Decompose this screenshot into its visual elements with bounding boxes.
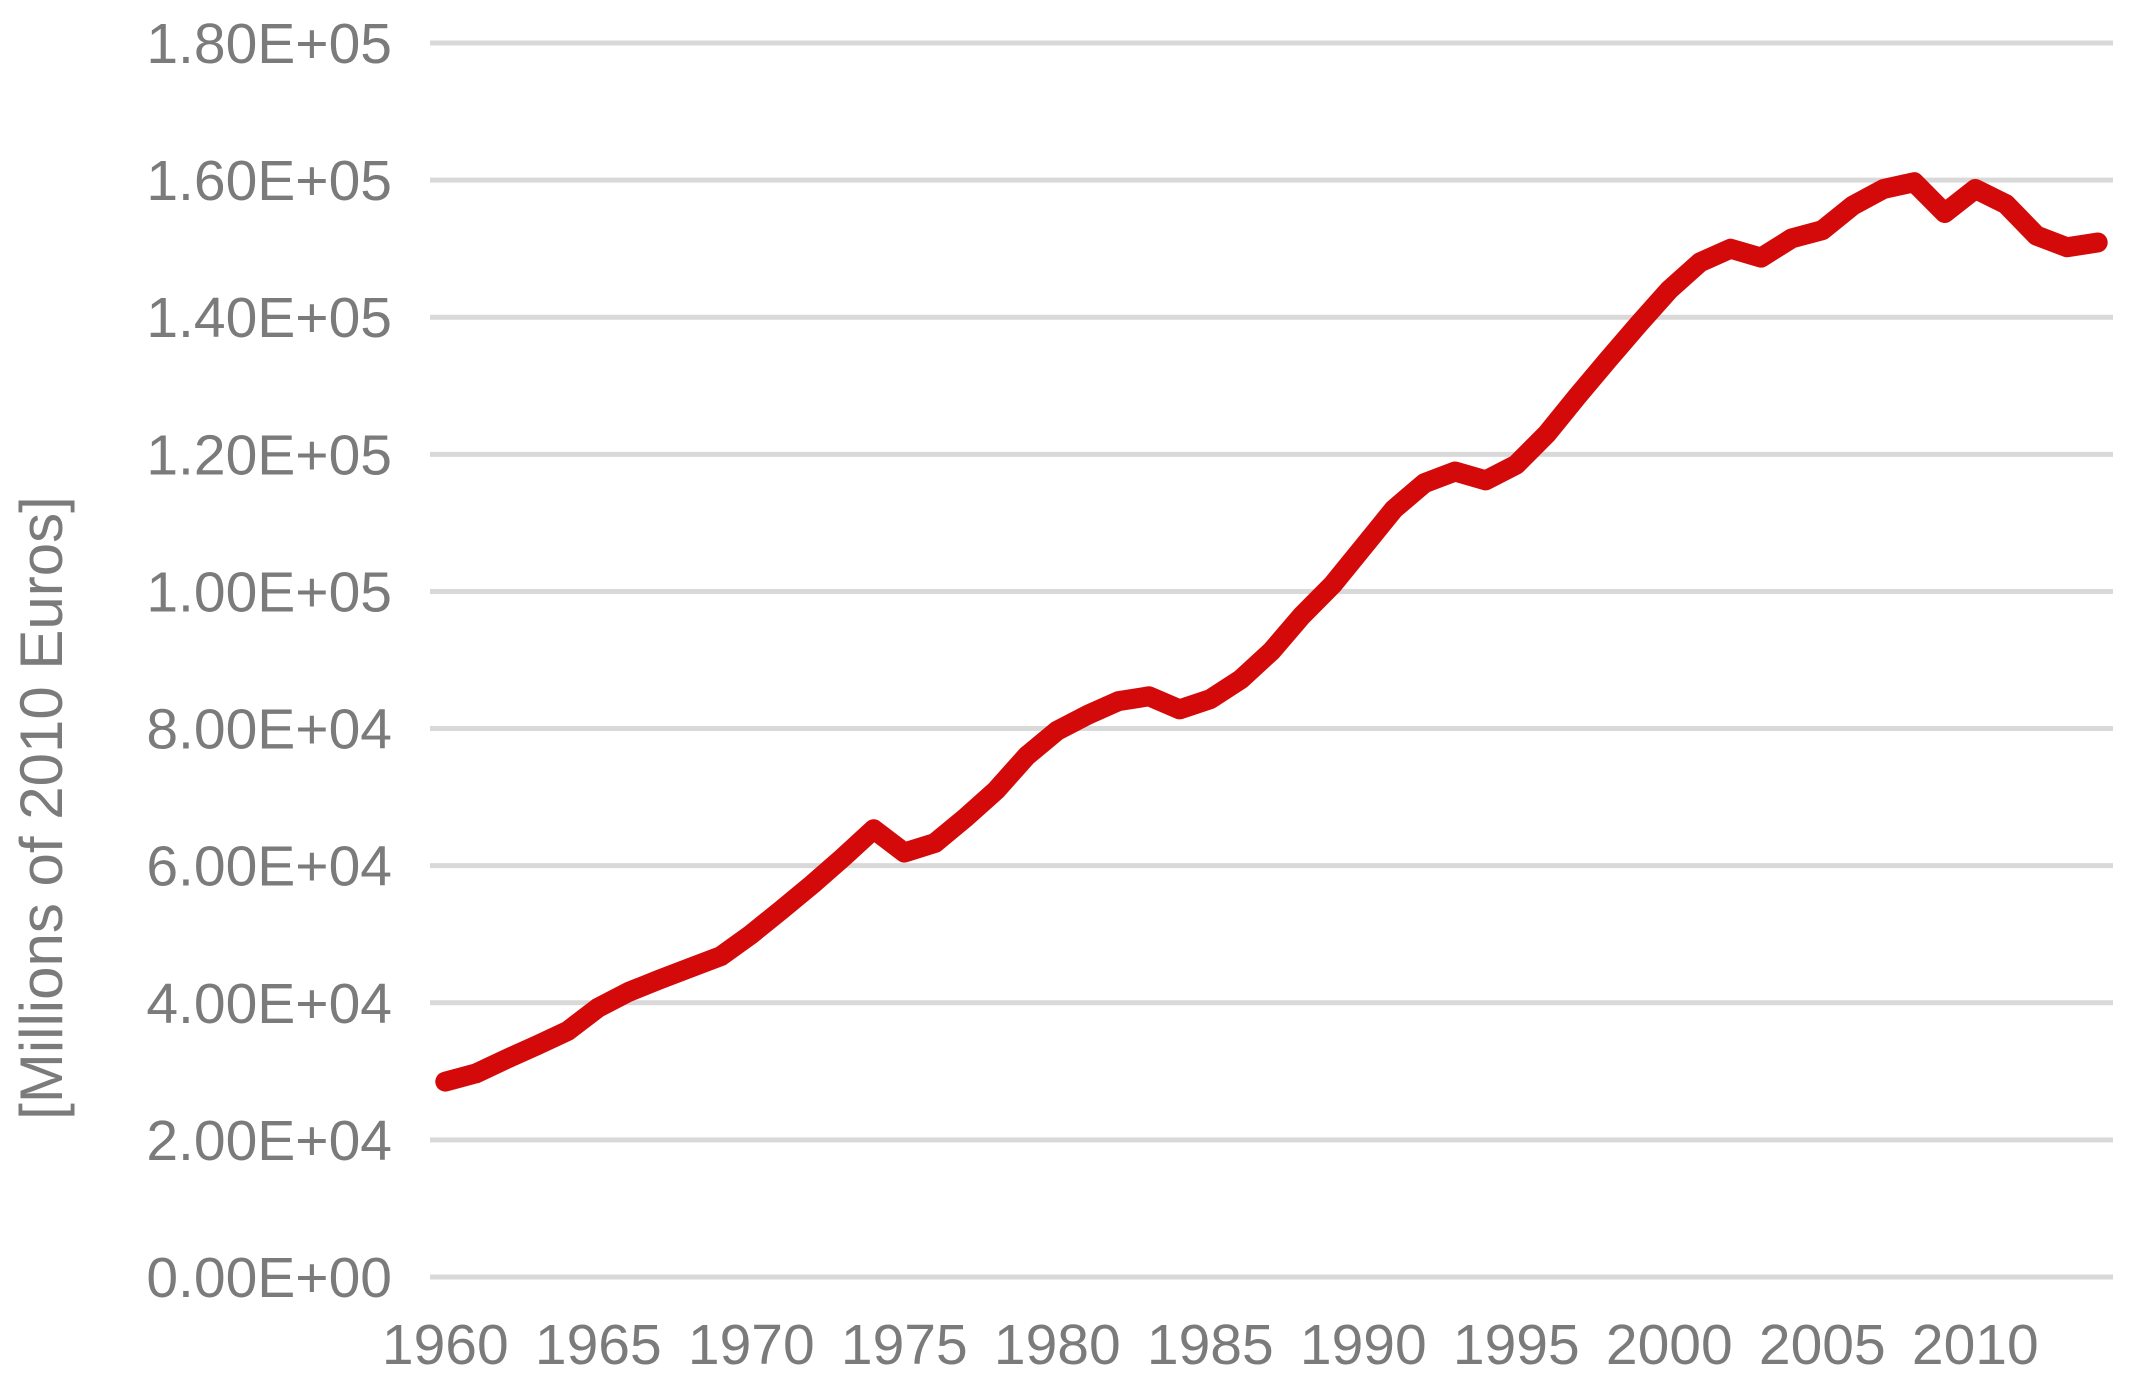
x-tick-label: 1970 [688, 1313, 815, 1377]
x-axis-tick-labels: 1960 1965 1970 1975 1980 1985 1990 1995 2000 2005… [382, 1313, 2039, 1377]
y-tick-label: 6.00E+04 [146, 835, 392, 899]
y-tick-label: 1.40E+05 [146, 286, 392, 350]
y-tick-label: 1.20E+05 [146, 423, 392, 487]
y-axis-title: [Millions of 2010 Euros] [8, 496, 75, 1120]
y-tick-label: 8.00E+04 [146, 698, 392, 762]
y-tick-label: 1.00E+05 [146, 560, 392, 624]
x-tick-label: 2000 [1606, 1313, 1733, 1377]
x-tick-label: 1965 [535, 1313, 662, 1377]
x-tick-label: 1960 [382, 1313, 509, 1377]
y-tick-label: 2.00E+04 [146, 1109, 392, 1173]
x-tick-label: 1995 [1453, 1313, 1580, 1377]
y-tick-label: 4.00E+04 [146, 972, 392, 1036]
x-tick-label: 2010 [1912, 1313, 2039, 1377]
y-tick-label: 1.60E+05 [146, 149, 392, 213]
data-series [435, 172, 2108, 1092]
x-tick-label: 2005 [1759, 1313, 1886, 1377]
y-tick-label: 0.00E+00 [146, 1246, 392, 1310]
x-tick-label: 1990 [1300, 1313, 1427, 1377]
data-line [435, 172, 2108, 1092]
x-tick-label: 1985 [1147, 1313, 1274, 1377]
y-axis-tick-labels: 0.00E+00 2.00E+04 4.00E+04 6.00E+04 8.00E+04… [146, 12, 392, 1310]
x-tick-label: 1975 [841, 1313, 968, 1377]
y-tick-label: 1.80E+05 [146, 12, 392, 76]
x-tick-label: 1980 [994, 1313, 1121, 1377]
gridlines [430, 40, 2113, 1280]
